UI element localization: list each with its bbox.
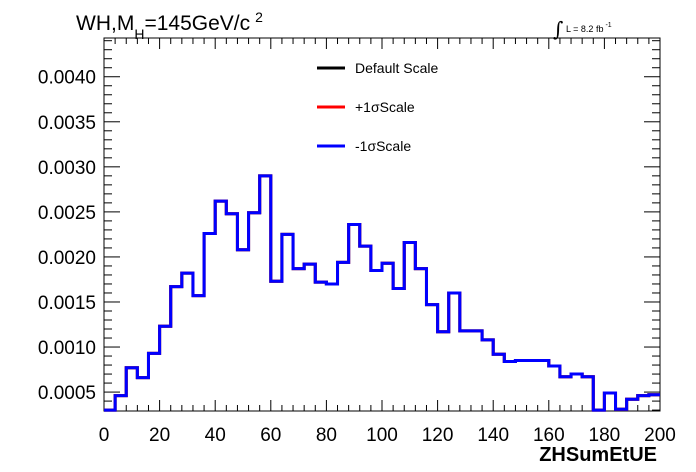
- y-tick-label: 0.0020: [38, 248, 96, 269]
- lumi-integral-symbol: ∫: [553, 17, 563, 41]
- y-tick-label: 0.0005: [38, 383, 96, 404]
- lumi-text: L = 8.2 fb: [566, 24, 603, 34]
- x-axis-label: ZHSumEtUE: [539, 444, 657, 466]
- series-layer: [104, 174, 660, 412]
- lumi-annotation: L = 8.2 fb -1: [566, 22, 612, 34]
- legend-label: -1σScale: [355, 138, 411, 154]
- y-tick-label: 0.0035: [38, 113, 96, 134]
- y-tick-label: 0.0025: [38, 203, 96, 224]
- legend-label: +1σScale: [355, 99, 415, 115]
- x-tick-label: 180: [589, 425, 621, 446]
- chart-title-subscript: H: [134, 26, 144, 42]
- chart-title-main: WH,M: [76, 12, 134, 35]
- x-tick-label: 20: [149, 425, 170, 446]
- y-tick-label: 0.0030: [38, 158, 96, 179]
- chart-title: WH,MH=145GeV/c 2: [76, 9, 263, 42]
- y-tick-label: 0.0010: [38, 338, 96, 359]
- chart-title-rest: =145GeV/c: [144, 12, 250, 35]
- y-axis-ticks: 0.0005 0.0010 0.0015 0.0020 0.0025 0.0030 0.00…: [38, 40, 660, 411]
- legend: Default Scale +1σScale -1σScale: [317, 60, 438, 154]
- chart-title-superscript: 2: [255, 9, 263, 25]
- legend-label: Default Scale: [355, 60, 438, 76]
- x-tick-label: 80: [316, 425, 337, 446]
- x-tick-label: 140: [477, 425, 509, 446]
- x-axis-ticks: 0 20 40 60 80 100 120 140 160 180 200: [99, 38, 676, 446]
- y-tick-label: 0.0040: [38, 68, 96, 89]
- x-tick-label: 0: [99, 425, 110, 446]
- x-tick-label: 120: [422, 425, 454, 446]
- x-tick-label: 160: [533, 425, 565, 446]
- series-line: [104, 174, 660, 412]
- x-tick-label: 60: [260, 425, 281, 446]
- x-tick-label: 200: [644, 425, 676, 446]
- x-tick-label: 40: [205, 425, 226, 446]
- x-tick-label: 100: [366, 425, 398, 446]
- lumi-superscript: -1: [605, 22, 611, 29]
- y-tick-label: 0.0015: [38, 293, 96, 314]
